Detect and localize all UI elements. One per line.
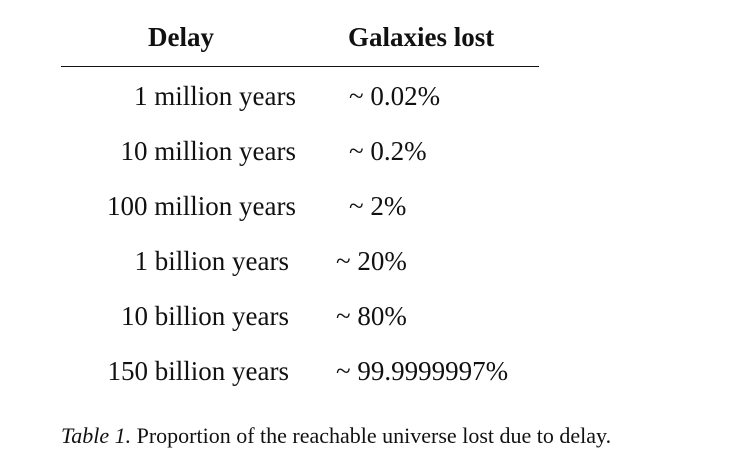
- table-row: 1 million years ~ 0.02%: [0, 76, 745, 116]
- delay-cell: 1 billion years: [134, 246, 289, 276]
- delay-cell: 100 million years: [107, 191, 296, 221]
- column-header-delay: Delay: [148, 22, 214, 52]
- table-row: 1 billion years ~ 20%: [0, 241, 745, 281]
- table-row: 150 billion years ~ 99.9999997%: [0, 351, 745, 391]
- galaxies-lost-cell: ~ 20%: [336, 246, 407, 276]
- header-rule: [61, 66, 539, 67]
- galaxies-lost-cell: ~ 0.2%: [349, 136, 427, 166]
- table-caption: Table 1. Proportion of the reachable uni…: [61, 420, 611, 452]
- delay-cell: 150 billion years: [107, 356, 289, 386]
- galaxies-lost-cell: ~ 0.02%: [349, 81, 441, 111]
- caption-label: Table 1.: [61, 423, 132, 448]
- table-row: 100 million years ~ 2%: [0, 186, 745, 226]
- galaxies-lost-cell: ~ 99.9999997%: [336, 356, 509, 386]
- delay-cell: 10 million years: [120, 136, 296, 166]
- table-row: 10 billion years ~ 80%: [0, 296, 745, 336]
- table-row: 10 million years ~ 0.2%: [0, 131, 745, 171]
- column-header-galaxies-lost: Galaxies lost: [348, 22, 495, 52]
- delay-cell: 10 billion years: [121, 301, 289, 331]
- galaxies-lost-cell: ~ 2%: [349, 191, 407, 221]
- galaxies-lost-cell: ~ 80%: [336, 301, 407, 331]
- delay-cell: 1 million years: [134, 81, 296, 111]
- caption-text: Proportion of the reachable universe los…: [136, 423, 612, 448]
